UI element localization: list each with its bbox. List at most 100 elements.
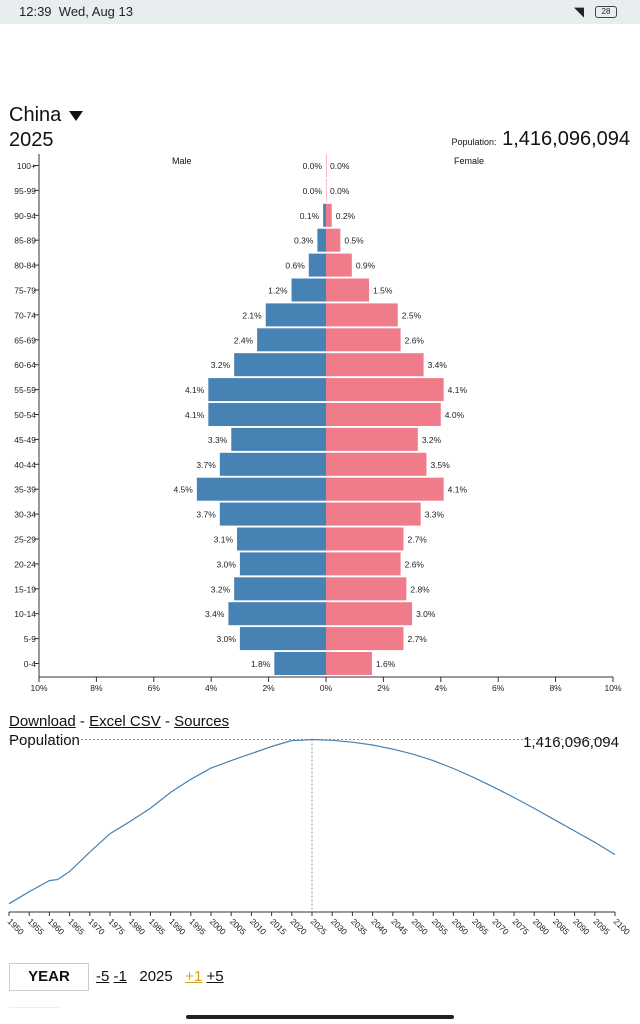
- male-bar: [323, 203, 326, 227]
- divider: [9, 1007, 59, 1008]
- female-bar: [326, 253, 352, 277]
- female-bar: [326, 278, 370, 302]
- age-group-label: 85-89: [14, 236, 36, 246]
- male-bar: [228, 602, 326, 626]
- male-bar: [308, 253, 326, 277]
- age-group-label: 70-74: [14, 310, 36, 320]
- age-group-label: 80-84: [14, 261, 36, 271]
- female-bar: [326, 452, 427, 476]
- country-selector[interactable]: China: [9, 104, 84, 127]
- x-tick-label: 8%: [549, 683, 562, 693]
- x-tick-label: 1960: [46, 916, 67, 935]
- x-tick-label: 2040: [369, 916, 390, 935]
- female-bar: [326, 627, 404, 651]
- chevron-down-icon: [69, 110, 84, 121]
- female-data-label: 0.9%: [356, 261, 376, 271]
- female-bar: [326, 477, 444, 501]
- age-group-label: 75-79: [14, 286, 36, 296]
- download-link[interactable]: Download: [9, 713, 76, 730]
- age-group-label: 0-4: [24, 659, 37, 669]
- female-data-label: 4.1%: [448, 385, 468, 395]
- male-bar: [231, 427, 326, 451]
- male-data-label: 1.2%: [268, 286, 288, 296]
- page-year: 2025: [9, 129, 54, 151]
- age-group-label: 5-9: [24, 634, 37, 644]
- male-data-label: 3.2%: [211, 360, 231, 370]
- x-tick-label: 2020: [288, 916, 309, 935]
- x-tick-label: 2060: [450, 916, 471, 935]
- age-group-label: 60-64: [14, 360, 36, 370]
- x-tick-label: 8%: [90, 683, 103, 693]
- x-tick-label: 2075: [511, 916, 532, 935]
- year-controls: -5 -1 2025 +1 +5: [96, 968, 224, 985]
- excel-csv-link[interactable]: Excel CSV: [89, 713, 161, 730]
- male-data-label: 0.6%: [285, 261, 305, 271]
- male-data-label: 3.7%: [196, 460, 216, 470]
- x-tick-label: 2090: [571, 916, 592, 935]
- x-tick-label: 2025: [309, 916, 330, 935]
- x-tick-label: 10%: [30, 683, 47, 693]
- x-tick-label: 1955: [26, 916, 47, 935]
- female-data-label: 2.8%: [410, 584, 430, 594]
- x-tick-label: 2005: [228, 916, 249, 935]
- female-data-label: 0.2%: [336, 211, 356, 221]
- female-bar: [326, 228, 341, 252]
- age-group-label: 100+: [17, 161, 36, 171]
- x-tick-label: 1995: [187, 916, 208, 935]
- female-bar: [326, 527, 404, 551]
- male-data-label: 3.4%: [205, 609, 225, 619]
- x-tick-label: 4%: [435, 683, 448, 693]
- x-tick-label: 10%: [604, 683, 621, 693]
- male-data-label: 4.5%: [173, 485, 193, 495]
- female-bar: [326, 427, 418, 451]
- female-data-label: 2.7%: [407, 634, 427, 644]
- female-data-label: 4.1%: [448, 485, 468, 495]
- female-data-label: 2.6%: [405, 335, 425, 345]
- male-data-label: 3.3%: [208, 435, 228, 445]
- download-links: Download - Excel CSV - Sources: [9, 713, 230, 730]
- female-bar: [326, 303, 398, 327]
- male-data-label: 0.3%: [294, 236, 314, 246]
- age-group-label: 90-94: [14, 211, 36, 221]
- female-data-label: 2.7%: [407, 535, 427, 545]
- x-tick-label: 2070: [490, 916, 511, 935]
- female-data-label: 1.5%: [373, 286, 393, 296]
- age-group-label: 40-44: [14, 460, 36, 470]
- age-group-label: 35-39: [14, 485, 36, 495]
- population-pyramid-chart: Male Female 0.0% 0.0% 100+ 0.0% 0.0% 95-99 0.1% 0…: [14, 154, 622, 693]
- age-group-label: 25-29: [14, 535, 36, 545]
- female-data-label: 4.0%: [445, 410, 465, 420]
- plus1-button[interactable]: +1: [185, 968, 203, 985]
- x-tick-label: 1985: [147, 916, 168, 935]
- female-data-label: 0.0%: [330, 186, 350, 196]
- x-tick-label: 2015: [268, 916, 289, 935]
- minus5-button[interactable]: -5: [96, 968, 110, 985]
- x-tick-label: 4%: [205, 683, 218, 693]
- year-button[interactable]: YEAR: [9, 963, 89, 991]
- female-bar: [326, 328, 401, 352]
- sources-link[interactable]: Sources: [174, 713, 230, 730]
- female-bar: [326, 602, 413, 626]
- age-group-label: 30-34: [14, 510, 36, 520]
- age-group-label: 15-19: [14, 584, 36, 594]
- male-data-label: 3.0%: [217, 634, 237, 644]
- plus5-button[interactable]: +5: [206, 968, 224, 985]
- age-group-label: 45-49: [14, 435, 36, 445]
- home-indicator[interactable]: [186, 1015, 454, 1019]
- x-tick-label: 1975: [107, 916, 128, 935]
- population-marker-value: 1,416,096,094: [523, 734, 619, 751]
- male-data-label: 3.0%: [217, 559, 237, 569]
- female-bar: [326, 154, 327, 177]
- x-tick-label: 1980: [127, 916, 148, 935]
- x-tick-label: 2%: [262, 683, 275, 693]
- wifi-icon: ◥: [574, 4, 584, 19]
- battery-icon: 28: [595, 6, 617, 18]
- male-bar: [208, 378, 326, 402]
- age-group-label: 10-14: [14, 609, 36, 619]
- male-bar: [274, 652, 326, 675]
- minus1-button[interactable]: -1: [113, 968, 127, 985]
- male-data-label: 4.1%: [185, 410, 205, 420]
- status-time: 12:39 Wed, Aug 13: [19, 4, 133, 19]
- male-bar: [208, 403, 326, 426]
- male-data-label: 3.1%: [214, 535, 234, 545]
